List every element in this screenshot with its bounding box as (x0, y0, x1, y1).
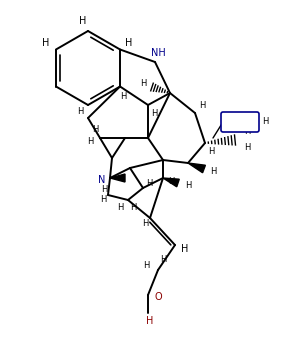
Text: H: H (244, 127, 250, 137)
Text: H: H (208, 147, 214, 156)
Text: H: H (181, 244, 189, 254)
Text: H: H (140, 80, 146, 89)
Text: H: H (77, 107, 83, 116)
Text: O: O (154, 292, 162, 302)
Text: H: H (244, 144, 250, 153)
Text: H: H (92, 125, 98, 134)
Text: H: H (160, 255, 166, 264)
Text: H: H (100, 195, 106, 204)
FancyBboxPatch shape (221, 112, 259, 132)
Polygon shape (163, 178, 179, 187)
Polygon shape (110, 174, 125, 182)
Text: H: H (146, 179, 152, 188)
Text: H: H (142, 219, 148, 228)
Text: H: H (79, 16, 87, 26)
Text: H: H (185, 181, 191, 190)
Text: H: H (151, 109, 157, 118)
Text: H: H (120, 92, 126, 101)
Text: H: H (146, 316, 154, 326)
Text: H: H (262, 118, 268, 127)
Text: H: H (42, 38, 50, 48)
Text: H: H (168, 176, 174, 185)
Text: H: H (130, 203, 136, 212)
Text: N: N (98, 175, 106, 185)
Text: H: H (199, 100, 205, 109)
Text: H: H (143, 261, 149, 270)
Text: H: H (125, 37, 133, 47)
Text: NH: NH (151, 48, 165, 58)
Text: H: H (101, 185, 107, 194)
Text: Abs: Abs (231, 117, 249, 127)
Text: H: H (87, 137, 93, 146)
Text: H: H (210, 166, 216, 175)
Text: H: H (117, 203, 123, 212)
Polygon shape (188, 163, 205, 173)
